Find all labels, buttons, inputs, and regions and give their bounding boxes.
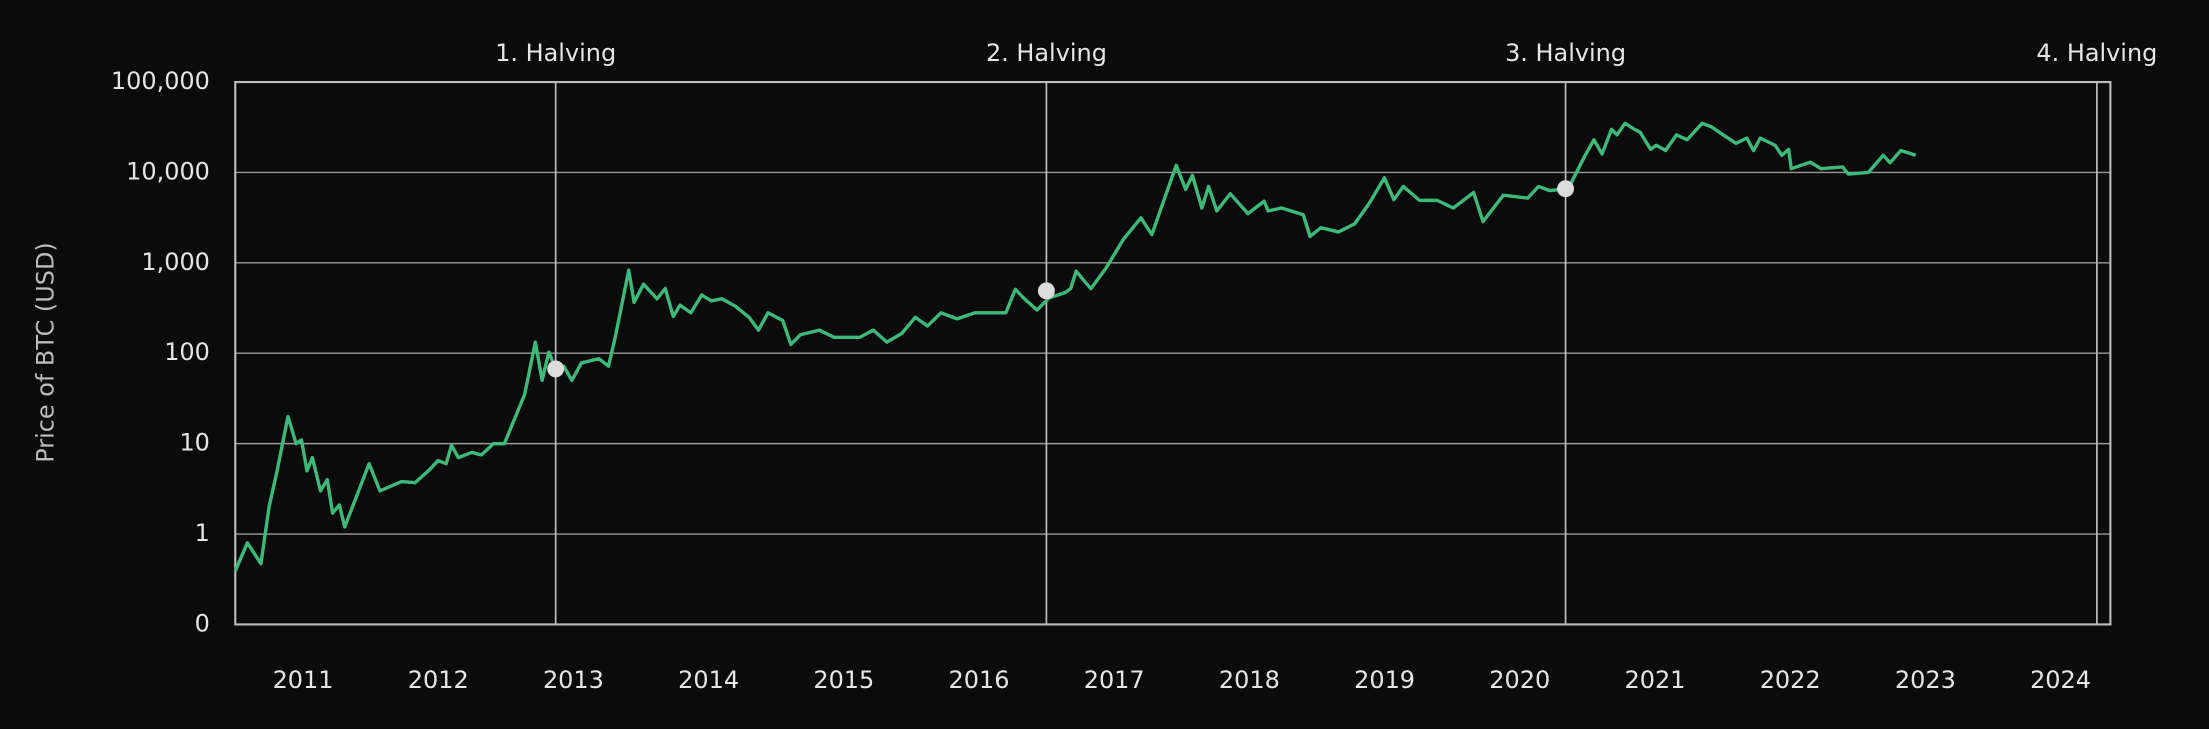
price-line <box>233 121 1917 572</box>
y-tick-label: 10 <box>179 429 209 457</box>
x-tick-label: 2017 <box>1084 666 1145 694</box>
y-tick-label: 10,000 <box>126 157 210 185</box>
plot-border <box>234 80 2112 626</box>
x-tick-label: 2020 <box>1489 666 1550 694</box>
x-tick-label: 2024 <box>2030 666 2091 694</box>
halving-label: 3. Halving <box>1505 39 1626 67</box>
halving-label: 2. Halving <box>986 39 1107 67</box>
x-tick-label: 2023 <box>1895 666 1956 694</box>
halving-label: 4. Halving <box>2036 39 2157 67</box>
y-tick-label: 1,000 <box>141 248 210 276</box>
x-tick-label: 2019 <box>1354 666 1415 694</box>
x-tick-label: 2013 <box>543 666 604 694</box>
x-tick-label: 2022 <box>1760 666 1821 694</box>
x-tick-label: 2018 <box>1219 666 1280 694</box>
x-tick-label: 2012 <box>408 666 469 694</box>
y-tick-label: 100 <box>164 338 210 366</box>
x-tick-label: 2015 <box>813 666 874 694</box>
halving-dot <box>1557 180 1575 198</box>
x-tick-label: 2011 <box>273 666 334 694</box>
y-axis-label: Price of BTC (USD) <box>31 242 59 462</box>
x-tick-label: 2014 <box>678 666 739 694</box>
x-tick-label: 2016 <box>949 666 1010 694</box>
halving-dot <box>547 360 565 378</box>
y-tick-label: 0 <box>195 609 210 637</box>
halving-label: 1. Halving <box>495 39 616 67</box>
halving-dot <box>1037 282 1055 300</box>
x-tick-label: 2021 <box>1624 666 1685 694</box>
y-tick-label: 1 <box>195 519 210 547</box>
y-tick-label: 100,000 <box>111 67 210 95</box>
